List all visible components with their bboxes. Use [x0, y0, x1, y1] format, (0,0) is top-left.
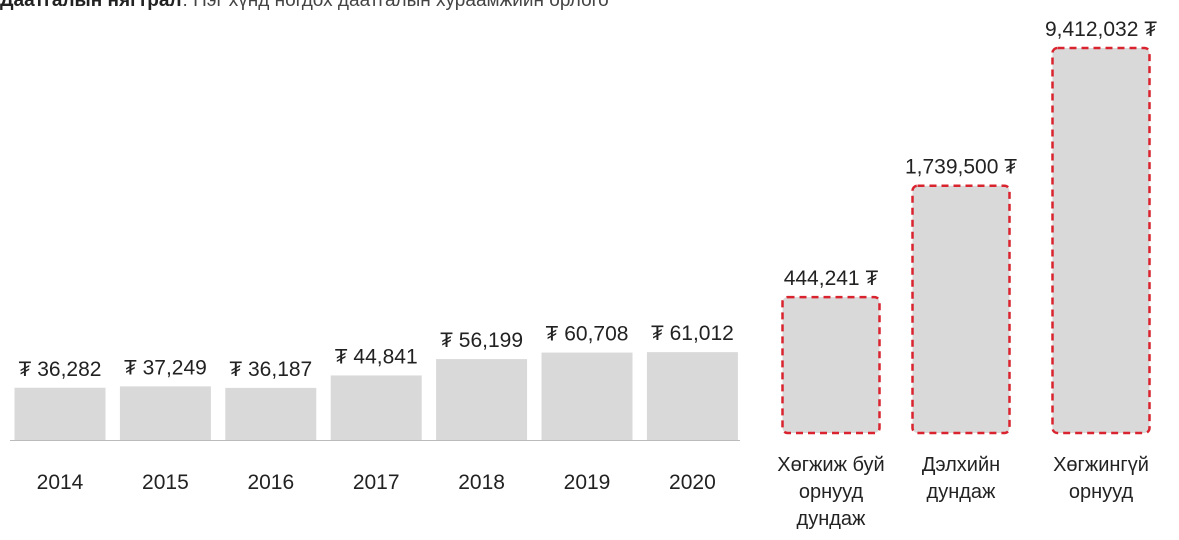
value-label: ₮ 36,187	[229, 358, 312, 381]
x-tick-label: 2016	[247, 471, 294, 494]
value-label: ₮ 60,708	[546, 323, 629, 346]
bar	[330, 375, 422, 440]
value-label: 9,412,032 ₮	[1045, 18, 1157, 41]
subtitle: : Нэг хүнд ногдох даатгалын хураамжийн о…	[183, 0, 609, 11]
bar	[436, 359, 528, 440]
x-tick-label: 2018	[458, 471, 505, 494]
x-tick-label: 2019	[564, 471, 611, 494]
value-label: ₮ 61,012	[651, 322, 734, 345]
value-label: ₮ 37,249	[124, 356, 207, 379]
x-tick-label: Хөгжингүй орнууд	[1053, 454, 1149, 503]
x-tick-label: 2014	[37, 471, 84, 494]
bar	[541, 352, 633, 440]
bar	[1051, 46, 1151, 435]
bar	[225, 387, 317, 440]
x-tick-label: 2020	[669, 471, 716, 494]
value-label: ₮ 56,199	[440, 329, 523, 352]
x-tick-label: Дэлхийн дундаж	[921, 454, 1001, 503]
value-label: 1,739,500 ₮	[905, 156, 1017, 179]
value-label: ₮ 44,841	[335, 345, 418, 368]
value-label: ₮ 36,282	[19, 358, 102, 381]
bar	[911, 184, 1011, 435]
x-tick-label: 2015	[142, 471, 189, 494]
bar	[781, 295, 881, 435]
bar	[119, 386, 211, 440]
bar	[646, 352, 738, 440]
title: Даатгалын нягтрал	[0, 0, 182, 11]
bar	[14, 387, 106, 440]
x-tick-label: 2017	[353, 471, 400, 494]
x-tick-label: Хөгжиж буй орнууд дундаж	[777, 454, 885, 530]
value-label: 444,241 ₮	[784, 267, 879, 290]
